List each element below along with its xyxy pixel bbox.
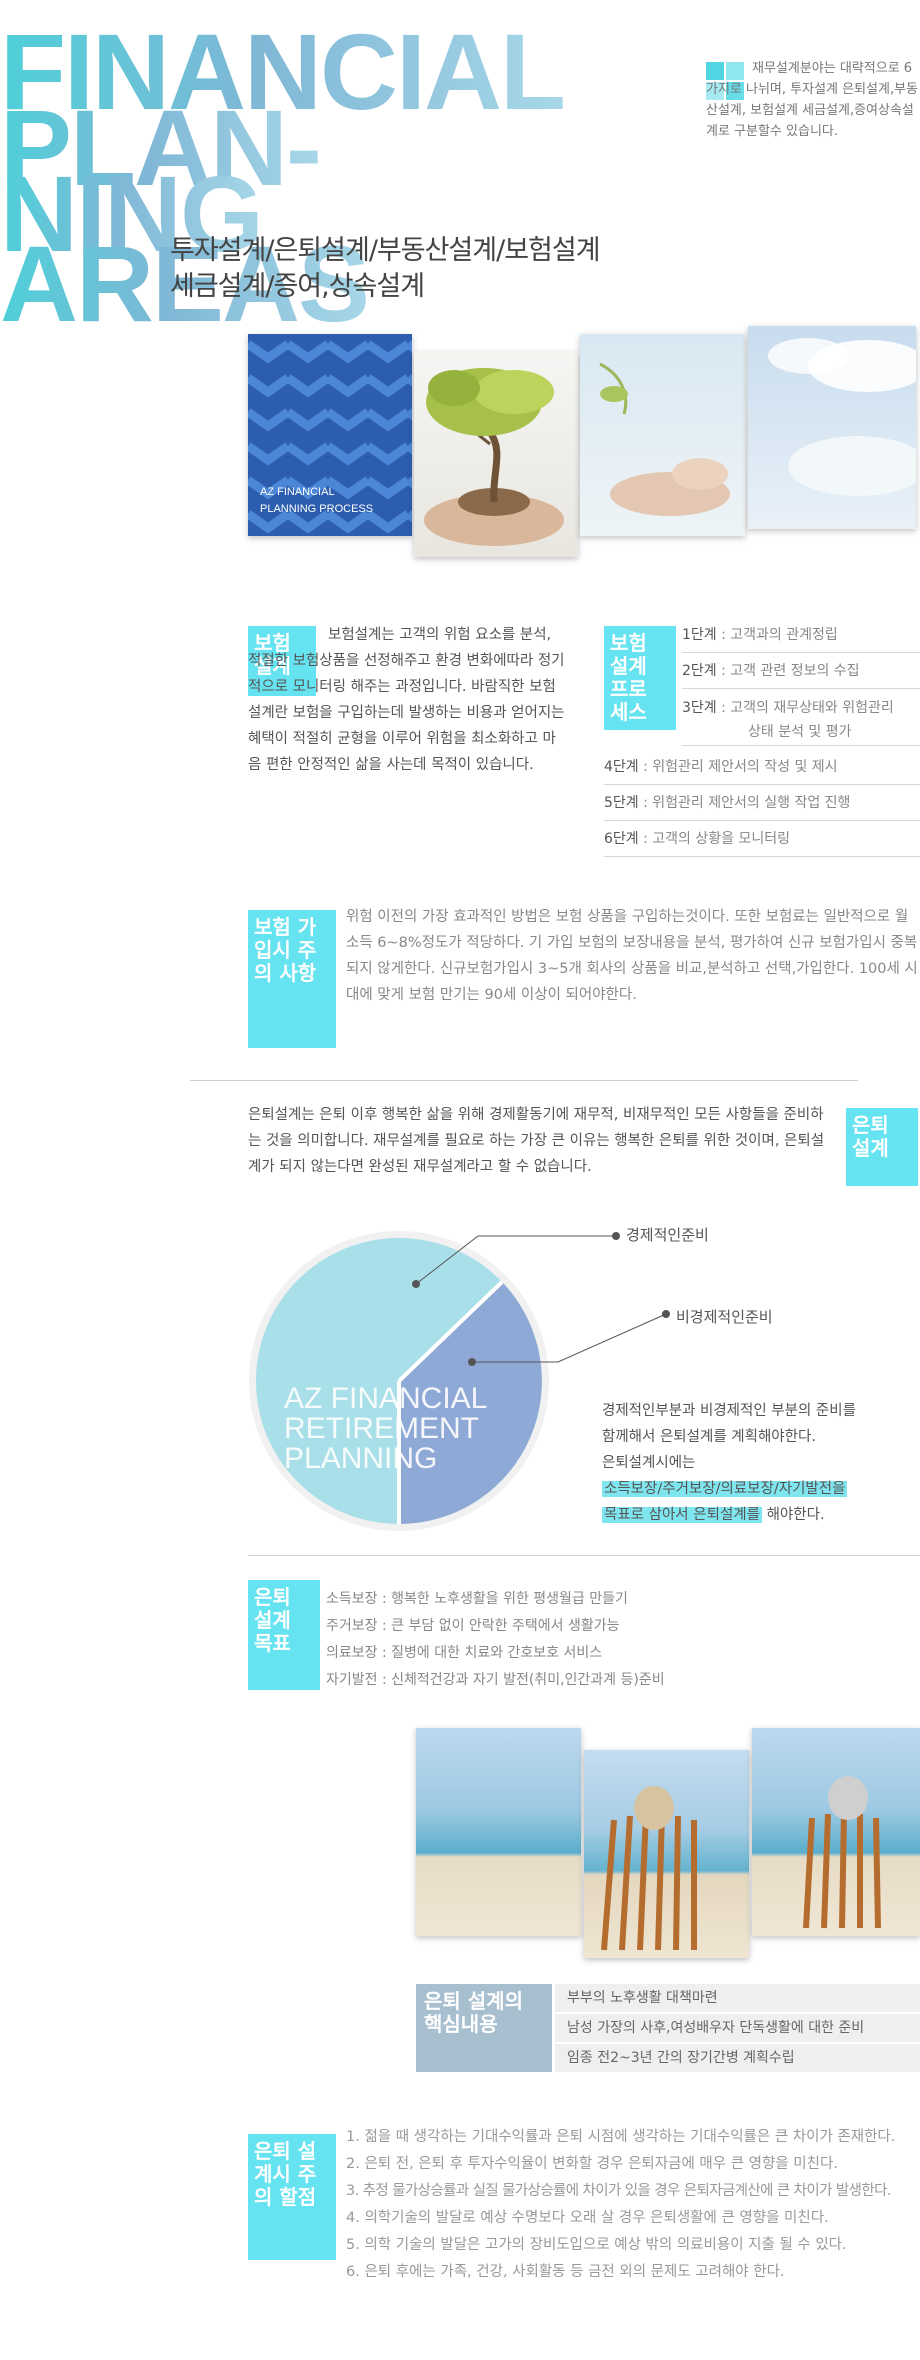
subscribe-caution-tag: 보험 가입시 주의 사항 [248,910,336,1048]
beach-photo-left [416,1728,581,1936]
step-text: : 위험관리 제안서의 실행 작업 진행 [638,795,851,811]
retirement-caution-tag: 은퇴 설계시 주의 할점 [248,2134,336,2260]
process-step-row: 2단계 : 고객 관련 정보의 수집 [682,654,920,689]
hero-subtitle-line1: 투자설계/은퇴설계/부동산설계/보험설계 [170,235,601,266]
goal-text: : 큰 부담 없이 안락한 주택에서 생활가능 [377,1618,620,1634]
goal-label: 자기발전 [326,1672,378,1688]
core-tag-line2: 핵심내용 [424,2012,498,2036]
core-row: 부부의 노후생활 대책마련 [555,1984,920,2013]
core-row: 임종 전2~3년 간의 장기간병 계획수립 [555,2044,920,2073]
pie-text-line1: AZ FINANCIAL [284,1382,488,1415]
caution-item: 3. 추정 물가상승률과 실질 물가상승률에 차이가 있을 경우 은퇴자금계산에… [346,2183,891,2199]
pie-desc-highlight1: 소득보장/주거보장/의료보장/자기발전을 [602,1481,848,1497]
step-text: : 고객과의 관계정립 [716,627,838,643]
hero-title-line4: AREAS [0,223,370,344]
insurance-design-tag: 보험 설계 [248,626,316,696]
process-step-row: 4단계 : 위험관리 제안서의 작성 및 제시 [604,750,920,785]
step-label: 4단계 [604,759,639,775]
intro-square-icon [706,62,744,100]
goals-list: 소득보장 : 행복한 노후생활을 위한 평생월급 만들기 주거보장 : 큰 부담… [326,1586,665,1694]
retirement-intro-text: 은퇴설계는 은퇴 이후 행복한 삶을 위해 경제활동기에 재무적, 비재무적인 … [248,1107,825,1175]
pie-desc-line2: 함께해서 은퇴설계를 계획해야한다. [602,1429,816,1445]
process-step-row: 1단계 : 고객과의 관계정립 [682,618,920,653]
hero-title-line2: PLAN- [0,87,322,208]
goal-label: 주거보장 [326,1618,378,1634]
label-noneconomic-dot [662,1310,670,1318]
core-row: 남성 가장의 사후,여성배우자 단독생활에 대한 준비 [555,2014,920,2043]
goal-text: : 행복한 노후생활을 위한 평생월급 만들기 [377,1591,628,1607]
beach-photo-right [752,1728,920,1936]
insurance-process-tag: 보험 설계 프로 세스 [604,626,676,730]
cover-text-line1: AZ FINANCIAL [260,486,335,498]
pie-desc-highlight2: 목표로 삼아서 은퇴설계를 [602,1507,762,1523]
caution-item: 4. 의학기술의 발달로 예상 수명보다 오래 살 경우 은퇴생활에 큰 영향을… [346,2210,829,2226]
core-tag-line1: 은퇴 설계의 [424,1989,523,2013]
core-contents-tag: 은퇴 설계의 핵심내용 [416,1984,552,2072]
cover-image: AZ FINANCIAL PLANNING PROCESS [248,334,412,536]
step-label: 1단계 [682,627,717,643]
subscribe-caution-text: 위험 이전의 가장 효과적인 방법은 보험 상품을 구입하는것이다. 또한 보험… [346,909,918,1003]
step-text: : 고객 관련 정보의 수집 [716,663,860,679]
caution-item: 5. 의학 기술의 발달은 고가의 장비도입으로 예상 밖의 의료비용이 지출 … [346,2237,847,2253]
goal-item: 의료보장 : 질병에 대한 치료와 간호보호 서비스 [326,1640,665,1667]
pie-leader-lines [415,1232,667,1363]
pie-text-line2: RETIREMENT [284,1412,479,1445]
step-label: 2단계 [682,663,717,679]
caution-item: 1. 젊을 때 생각하는 기대수익률과 은퇴 시점에 생각하는 기대수익률은 큰… [346,2129,896,2145]
goal-text: : 질병에 대한 치료와 간호보호 서비스 [377,1645,603,1661]
beach-photo-center [584,1750,749,1958]
hero-subtitle-line2: 세금설계/증여,상속설계 [170,271,425,302]
intro-text: 재무설계분야는 대략적으로 6가지로 나뉘며, 투자설계 은퇴설계,부동산설계,… [706,61,919,139]
process-step-row: 6단계 : 고객의 상황을 모니터링 [604,822,920,857]
goal-item: 자기발전 : 신체적건강과 자기 발전(취미,인간과계 등)준비 [326,1667,665,1694]
cover-text-line2: PLANNING PROCESS [260,503,374,515]
open-hand-photo [580,334,745,536]
retirement-goals-tag: 은퇴 설계 목표 [248,1580,320,1690]
step-label: 6단계 [604,831,639,847]
section-divider [248,1555,920,1556]
step-text: : 위험관리 제안서의 작성 및 제시 [638,759,838,775]
goal-text: : 신체적건강과 자기 발전(취미,인간과계 등)준비 [377,1672,665,1688]
label-economic: 경제적인준비 [626,1226,709,1244]
pie-desc-line1: 경제적인부분과 비경제적인 부분의 준비를 [602,1403,856,1419]
step-text: : 고객의 재무상태와 위험관리 [716,700,894,716]
retirement-tag: 은퇴 설계 [846,1108,918,1186]
insurance-design-text: 보험설계는 고객의 위험 요소를 분석, 적절한 보험상품을 선정해주고 환경 … [248,627,565,773]
plant-hands-photo [414,352,578,557]
goal-label: 의료보장 [326,1645,378,1661]
caution-item: 6. 은퇴 후에는 가족, 건강, 사회활동 등 금전 외의 문제도 고려해야 … [346,2264,785,2280]
sky-clouds-photo [748,326,916,529]
hero-title-line3: NING [0,153,264,274]
step-label: 3단계 [682,700,717,716]
pie-desc-line5-end: 해야한다. [761,1507,825,1523]
section-divider [190,1080,858,1081]
goal-label: 소득보장 [326,1591,378,1607]
pie-desc-line3: 은퇴설계시에는 [602,1455,696,1471]
step-text: : 고객의 상황을 모니터링 [638,831,790,847]
retirement-pie-diagram [249,1231,549,1531]
hero-title-line1: FINANCIAL [0,11,566,132]
process-step-row: 5단계 : 위험관리 제안서의 실행 작업 진행 [604,786,920,821]
step-text-cont: 상태 분석 및 평가 [748,724,852,740]
step-label: 5단계 [604,795,639,811]
goal-item: 주거보장 : 큰 부담 없이 안락한 주택에서 생활가능 [326,1613,665,1640]
pie-description: 경제적인부분과 비경제적인 부분의 준비를 함께해서 은퇴설계를 계획해야한다.… [602,1398,920,1528]
chevron-pattern-icon [248,334,412,536]
pie-text-line3: PLANNING [284,1442,438,1475]
caution-item: 2. 은퇴 전, 은퇴 후 투자수익율이 변화할 경우 은퇴자금에 매우 큰 영… [346,2156,838,2172]
goal-item: 소득보장 : 행복한 노후생활을 위한 평생월급 만들기 [326,1586,665,1613]
label-noneconomic: 비경제적인준비 [676,1308,773,1326]
